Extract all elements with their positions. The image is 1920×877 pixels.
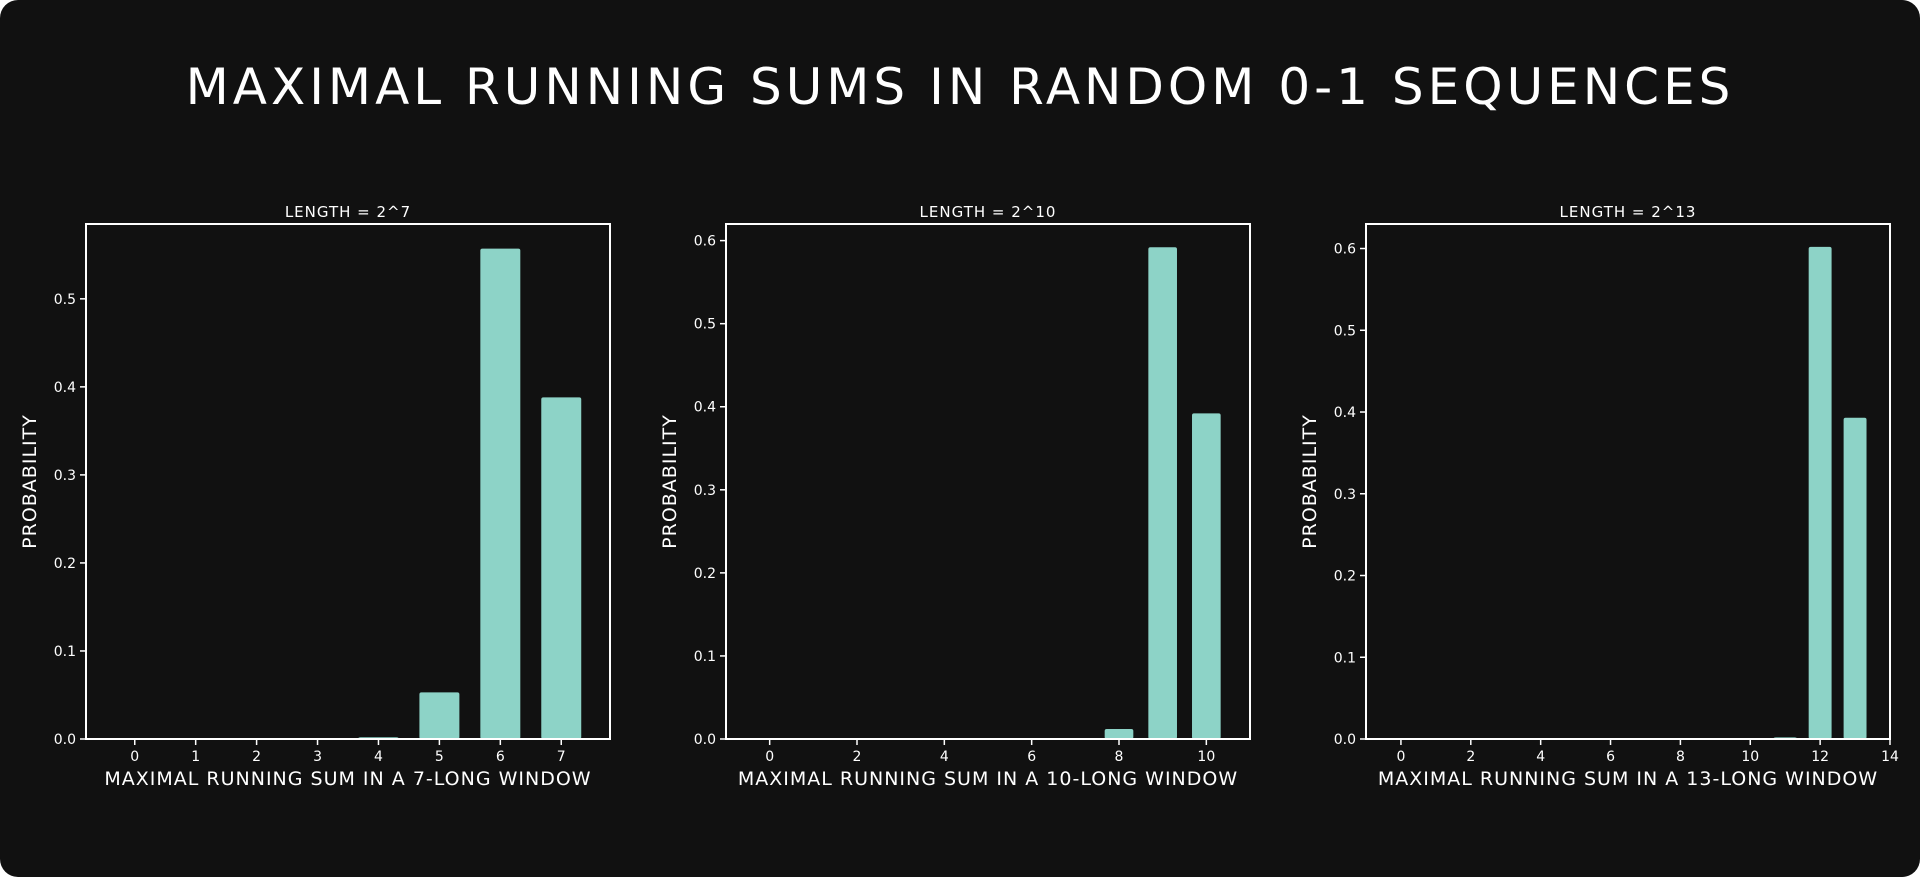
- y-tick-label: 0.1: [1334, 650, 1356, 666]
- x-tick-label: 14: [1881, 749, 1899, 765]
- x-tick-label: 6: [1606, 749, 1615, 765]
- x-tick-label: 0: [130, 749, 139, 765]
- x-tick-label: 1: [191, 749, 200, 765]
- x-tick-label: 10: [1741, 749, 1759, 765]
- x-tick-label: 2: [853, 749, 862, 765]
- y-tick-label: 0.5: [694, 317, 716, 333]
- y-tick-label: 0.3: [694, 483, 716, 499]
- y-axis-label: Probability: [19, 414, 41, 549]
- y-tick-label: 0.1: [694, 649, 716, 665]
- bar: [1808, 246, 1832, 739]
- y-tick-label: 0.6: [694, 234, 716, 250]
- x-tick-label: 2: [252, 749, 261, 765]
- y-tick-label: 0.3: [54, 468, 76, 484]
- y-tick-label: 0.2: [54, 556, 76, 572]
- y-tick-label: 0.4: [1334, 405, 1356, 421]
- x-tick-label: 7: [557, 749, 566, 765]
- bar: [541, 397, 582, 739]
- y-tick-label: 0.2: [1334, 569, 1356, 585]
- chart-panel-3: 0 2 4 6 8 10 12 14 0.0 0.1 0.2 0.3 0.4 0.5 0.6 Length =…: [1299, 203, 1899, 790]
- x-tick-label: 3: [313, 749, 322, 765]
- bar: [1192, 413, 1221, 739]
- x-tick-label: 2: [1466, 749, 1475, 765]
- y-tick-label: 0.5: [1334, 323, 1356, 339]
- bar: [1148, 247, 1177, 740]
- x-tick-label: 5: [435, 749, 444, 765]
- y-axis-label: Probability: [1299, 414, 1321, 549]
- x-axis-label: Maximal running sum in a 10-long window: [738, 768, 1238, 790]
- axes-frame: [1365, 223, 1891, 740]
- y-tick-label: 0.4: [54, 380, 76, 396]
- x-tick-label: 12: [1811, 749, 1829, 765]
- y-tick-label: 0.5: [54, 292, 76, 308]
- bar: [419, 692, 460, 739]
- x-tick-label: 8: [1676, 749, 1685, 765]
- panel-title: Length = 2^7: [285, 203, 411, 221]
- x-axis-label: Maximal running sum in a 13-long window: [1378, 768, 1878, 790]
- y-tick-label: 0.3: [1334, 487, 1356, 503]
- x-tick-label: 8: [1115, 749, 1124, 765]
- bar: [480, 248, 521, 739]
- y-tick-label: 0.2: [694, 566, 716, 582]
- y-tick-label: 0.0: [694, 732, 716, 748]
- x-axis-label: Maximal running sum in a 7-long window: [104, 768, 591, 790]
- panel-title: Length = 2^13: [1560, 203, 1697, 221]
- y-tick-label: 0.1: [54, 644, 76, 660]
- bar: [1843, 417, 1867, 739]
- y-tick-label: 0.4: [694, 400, 716, 416]
- x-tick-label: 4: [1536, 749, 1545, 765]
- y-axis-label: Probability: [659, 414, 681, 549]
- y-tick-label: 0.0: [1334, 732, 1356, 748]
- figure-title: Maximal running sums in random 0-1 seque…: [185, 58, 1735, 116]
- panel-title: Length = 2^10: [920, 203, 1057, 221]
- y-tick-label: 0.0: [54, 732, 76, 748]
- axes-frame: [85, 223, 611, 740]
- x-tick-label: 6: [1027, 749, 1036, 765]
- axes-frame: [725, 223, 1251, 740]
- y-tick-label: 0.6: [1334, 242, 1356, 258]
- x-tick-label: 6: [496, 749, 505, 765]
- x-tick-label: 4: [374, 749, 383, 765]
- x-tick-label: 10: [1197, 749, 1215, 765]
- chart-panel-1: 0 1 2 3 4 5 6 7 0.0 0.1 0.2 0.3 0.4 0.5 Length = 2^7 Ma…: [19, 203, 611, 790]
- x-tick-label: 4: [940, 749, 949, 765]
- x-tick-label: 0: [1396, 749, 1405, 765]
- x-tick-label: 0: [765, 749, 774, 765]
- bar: [1104, 729, 1134, 739]
- chart-panel-2: 0 2 4 6 8 10 0.0 0.1 0.2 0.3 0.4 0.5 0.6 Length = 2^1…: [659, 203, 1251, 790]
